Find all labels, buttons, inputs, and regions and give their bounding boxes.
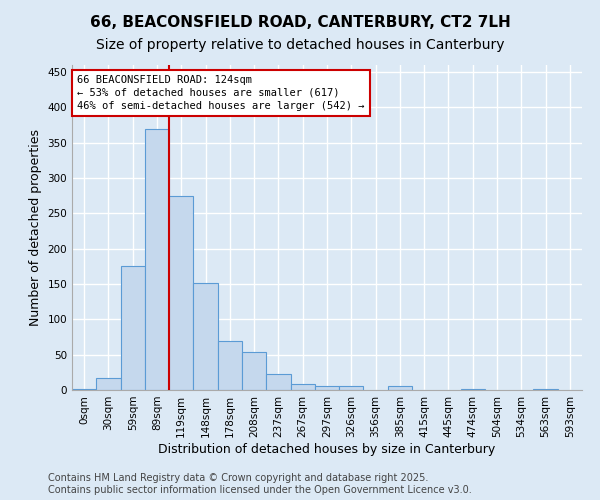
Bar: [145, 128, 169, 390]
Y-axis label: Number of detached properties: Number of detached properties: [29, 129, 42, 326]
Bar: [121, 266, 145, 390]
Text: 66, BEACONSFIELD ROAD, CANTERBURY, CT2 7LH: 66, BEACONSFIELD ROAD, CANTERBURY, CT2 7…: [89, 15, 511, 30]
Bar: [242, 352, 266, 390]
Text: Contains HM Land Registry data © Crown copyright and database right 2025.
Contai: Contains HM Land Registry data © Crown c…: [48, 474, 472, 495]
X-axis label: Distribution of detached houses by size in Canterbury: Distribution of detached houses by size …: [158, 442, 496, 456]
Bar: [169, 196, 193, 390]
Bar: [290, 384, 315, 390]
Bar: [339, 386, 364, 390]
Text: Size of property relative to detached houses in Canterbury: Size of property relative to detached ho…: [96, 38, 504, 52]
Bar: [193, 282, 218, 390]
Bar: [96, 378, 121, 390]
Bar: [218, 340, 242, 390]
Text: 66 BEACONSFIELD ROAD: 124sqm
← 53% of detached houses are smaller (617)
46% of s: 66 BEACONSFIELD ROAD: 124sqm ← 53% of de…: [77, 74, 365, 111]
Bar: [266, 374, 290, 390]
Bar: [72, 388, 96, 390]
Bar: [315, 386, 339, 390]
Bar: [388, 386, 412, 390]
